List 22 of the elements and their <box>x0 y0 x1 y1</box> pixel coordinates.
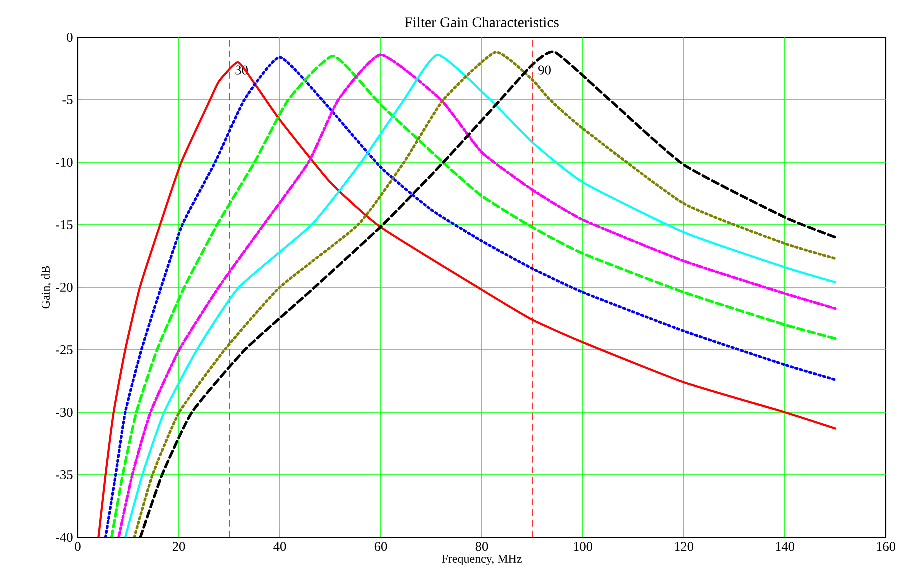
x-tick-label: 20 <box>172 542 186 552</box>
chart-title: Filter Gain Characteristics <box>405 17 559 28</box>
x-tick-label: 140 <box>776 542 795 552</box>
x-tick-label: 160 <box>877 542 896 552</box>
ref-line-label: 90 <box>538 66 551 75</box>
x-tick-label: 0 <box>75 542 81 552</box>
y-tick-label: -10 <box>56 158 73 167</box>
y-tick-label: -20 <box>56 282 73 292</box>
y-tick-label: -35 <box>56 470 73 480</box>
y-tick-label: -40 <box>56 532 73 542</box>
x-tick-label: 120 <box>675 542 694 552</box>
y-axis-title: Gain, dB <box>42 266 52 309</box>
x-tick-label: 80 <box>476 542 488 552</box>
y-tick-label: -15 <box>56 220 73 230</box>
x-axis-title: Frequency, MHz <box>442 555 522 566</box>
x-tick-label: 100 <box>574 542 593 552</box>
x-tick-label: 60 <box>374 542 388 552</box>
y-tick-label: -5 <box>62 96 73 104</box>
y-tick-label: -30 <box>56 408 73 417</box>
y-tick-label: -25 <box>56 346 73 354</box>
x-tick-label: 40 <box>274 542 286 552</box>
y-tick-label: 0 <box>67 32 73 42</box>
